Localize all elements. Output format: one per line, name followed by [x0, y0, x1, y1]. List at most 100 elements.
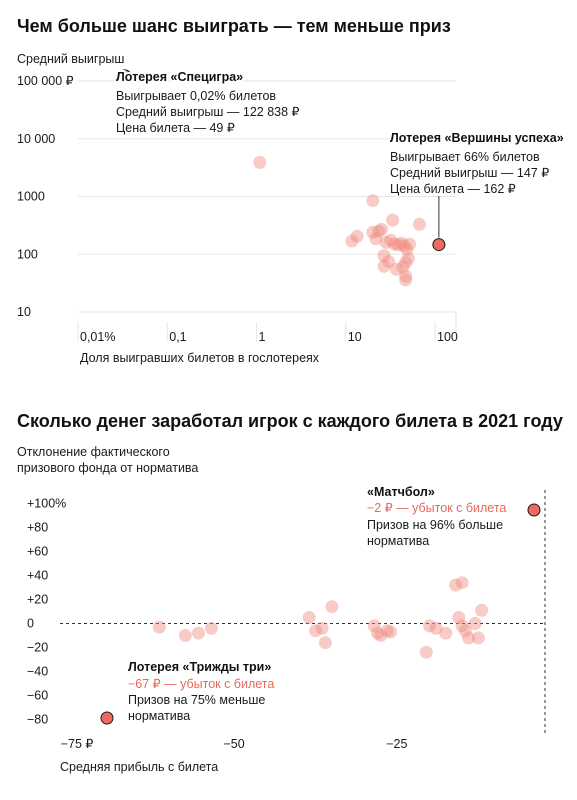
- chart2-data-point: [374, 629, 388, 642]
- chart1-data-point: [396, 260, 410, 274]
- chart2-data-point: [455, 576, 469, 590]
- chart1-highlight-point-vershiny: [432, 238, 446, 252]
- chart2-annotation-line-matchbol: норматива: [367, 534, 429, 548]
- chart1-annotation-title-specigra: Лотерея «Специгра»: [116, 70, 243, 84]
- chart2-x-tick-label: −50: [224, 737, 245, 751]
- profit-per-ticket-chart: Сколько денег заработал игрок с каждого …: [17, 411, 563, 774]
- chart1-annotation-line-specigra: Средний выигрыш — 122 838 ₽: [116, 105, 300, 119]
- chart1-data-point: [372, 224, 386, 238]
- chart1-data-point: [386, 213, 400, 227]
- chart2-y-axis-label-line2: призового фонда от норматива: [17, 461, 198, 475]
- chart1-x-axis-label: Доля выигравших билетов в гослотереях: [80, 351, 320, 365]
- chart1-data-point: [388, 237, 402, 251]
- chart1-y-ticks: 10 100 1000 10 000 100 000 ₽: [17, 74, 74, 319]
- chart2-y-tick-label: −40: [27, 665, 48, 679]
- chart1-y-tick-label: 10 000: [17, 132, 55, 146]
- chart1-data-point: [366, 225, 380, 239]
- chart2-annotation-line-matchbol: Призов на 96% больше: [367, 518, 503, 532]
- chart2-y-axis-label-line1: Отклонение фактического: [17, 445, 170, 459]
- chart1-x-ticks: 0,01% 0,1 1 10 100: [80, 330, 458, 344]
- chart1-annotation-line-vershiny: Цена билета — 162 ₽: [390, 182, 516, 196]
- chart1-data-point: [350, 229, 364, 243]
- chart2-data-point: [455, 619, 469, 633]
- chart2-data-point: [471, 631, 485, 645]
- chart2-annotation-title-matchbol: «Матчбол»: [367, 485, 435, 499]
- chart1-y-tick-label: 10: [17, 305, 31, 319]
- chart2-highlights: «Матчбол» −2 ₽ — убыток с билета Призов на…: [100, 483, 541, 725]
- chart2-data-point: [419, 645, 433, 659]
- chart1-annotation-title-vershiny: Лотерея «Вершины успеха»: [390, 131, 564, 145]
- chart1-data-point: [403, 237, 417, 251]
- chart2-data-point: [452, 611, 466, 624]
- chart2-y-tick-label: +40: [27, 569, 48, 583]
- chart2-data-point: [439, 626, 453, 640]
- chart1-data-point: [382, 254, 396, 268]
- chart2-y-tick-label: −80: [27, 713, 48, 727]
- chart2-data-point: [370, 626, 384, 640]
- chart2-data-point: [315, 621, 329, 635]
- chart2-y-tick-label: 0: [27, 617, 34, 631]
- chart2-data-point: [468, 617, 482, 630]
- chart2-data-point: [429, 621, 443, 635]
- chart2-data-point: [152, 620, 166, 634]
- chart2-y-tick-label: −60: [27, 689, 48, 703]
- chart1-x-tick-label: 100: [437, 330, 458, 344]
- chart2-data-point: [191, 626, 205, 640]
- chart2-y-ticks: +100% +80 +60 +40 +20 0 −20 −40 −60 −80: [27, 497, 66, 727]
- chart2-x-ticks: −75 ₽ −50 −25: [61, 737, 408, 751]
- chart1-data-point: [412, 217, 426, 231]
- chart1-data-point: [399, 255, 413, 269]
- chart1-data-point: [366, 194, 380, 208]
- chart1-highlights: Лотерея «Специгра» Выигрывает 0,02% билет…: [114, 68, 566, 252]
- chart1-data-point: [389, 262, 403, 276]
- chart2-data-point: [462, 631, 476, 645]
- chart1-annotation-line-specigra: Выигрывает 0,02% билетов: [116, 89, 276, 103]
- chart2-annotation-line-trizhdy-tri: Призов на 75% меньше: [128, 693, 265, 707]
- chart2-data-point: [318, 636, 332, 650]
- chart1-data-point: [394, 236, 408, 250]
- chart2-data-point: [325, 600, 339, 614]
- chart2-highlight-point-trizhdy-tri: [100, 711, 114, 725]
- chart1-annotation-line-specigra: Цена билета — 49 ₽: [116, 121, 235, 135]
- chart2-data-point: [178, 629, 192, 642]
- chart2-data-point: [380, 624, 394, 638]
- chart2-x-axis-label: Средняя прибыль с билета: [60, 760, 218, 774]
- chart1-title: Чем больше шанс выиграть — тем меньше пр…: [17, 16, 451, 36]
- chart2-y-tick-label: +60: [27, 545, 48, 559]
- chart1-y-tick-label: 1000: [17, 190, 45, 204]
- chart1-data-point: [400, 243, 414, 257]
- chart1-data-point: [374, 222, 388, 236]
- chart2-data-point: [383, 625, 397, 639]
- chart2-y-tick-label: +80: [27, 521, 48, 535]
- chart2-data-point: [458, 624, 472, 638]
- chart2-data-point: [367, 619, 381, 633]
- chart2-x-tick-label: −75 ₽: [61, 737, 94, 751]
- chart2-data-point: [302, 611, 316, 624]
- chart1-x-tick-label: 10: [348, 330, 362, 344]
- chart1-y-axis-label: Средний выигрыш: [17, 52, 124, 66]
- win-chance-vs-prize-chart: Чем больше шанс выиграть — тем меньше пр…: [17, 16, 566, 365]
- chart1-grid: [77, 80, 457, 341]
- chart1-data-point: [345, 234, 359, 248]
- chart2-reference-lines: [60, 490, 546, 735]
- chart2-data-point: [204, 621, 218, 635]
- chart1-x-tick-label: 0,01%: [80, 330, 115, 344]
- chart2-y-tick-label: +20: [27, 593, 48, 607]
- chart2-title: Сколько денег заработал игрок с каждого …: [17, 411, 563, 431]
- chart2-data-point: [475, 603, 489, 617]
- chart1-data-point: [377, 249, 391, 263]
- chart2-highlight-point-matchbol: [527, 503, 541, 517]
- chart1-data-point: [253, 155, 267, 169]
- chart1-data-point: [377, 259, 391, 273]
- chart1-x-tick-label: 1: [259, 330, 266, 344]
- chart1-x-tick-label: 0,1: [169, 330, 186, 344]
- chart2-annotation-title-trizhdy-tri: Лотерея «Трижды три»: [128, 660, 271, 674]
- chart2-data-point: [423, 619, 437, 633]
- chart2-data-point: [449, 578, 463, 592]
- chart1-data-point: [399, 269, 413, 283]
- chart1-data-point: [401, 251, 415, 265]
- chart1-data-point: [391, 238, 405, 252]
- chart2-y-tick-label: +100%: [27, 497, 66, 511]
- chart1-y-tick-label: 100: [17, 247, 38, 261]
